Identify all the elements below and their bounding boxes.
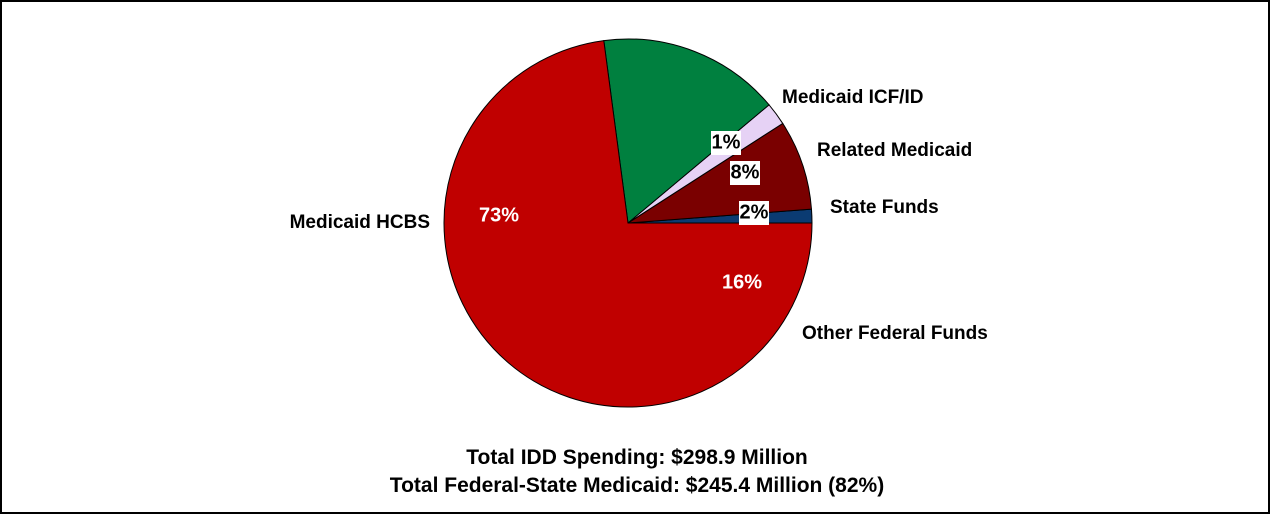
slice-label-medicaid-hcbs: Medicaid HCBS [290, 212, 430, 233]
pie-slice-medicaid-hcbs [443, 40, 813, 408]
percent-label-state-funds: 2% [739, 201, 769, 225]
percent-label-medicaid-icf-id: 1% [711, 131, 741, 155]
slice-label-other-federal-funds: Other Federal Funds [802, 323, 988, 344]
footer-total-spending: Total IDD Spending: $298.9 Million [466, 446, 808, 469]
slice-label-related-medicaid: Related Medicaid [817, 140, 972, 161]
footer-total-medicaid: Total Federal-State Medicaid: $245.4 Mil… [389, 474, 885, 497]
percent-label-other-federal-funds: 16% [722, 271, 762, 293]
slice-label-medicaid-icf-id: Medicaid ICF/ID [782, 87, 923, 108]
svg-text:16%: 16% [722, 271, 762, 293]
svg-text:1%: 1% [712, 131, 741, 153]
pie-slice-other-federal-funds [603, 38, 770, 224]
slice-label-state-funds: State Funds [830, 197, 939, 218]
svg-text:2%: 2% [740, 201, 769, 223]
svg-text:73%: 73% [479, 204, 519, 226]
percent-label-related-medicaid: 8% [730, 161, 760, 185]
svg-text:8%: 8% [731, 161, 760, 183]
percent-label-medicaid-hcbs: 73% [479, 204, 519, 226]
pie-slice-related-medicaid [627, 122, 813, 224]
